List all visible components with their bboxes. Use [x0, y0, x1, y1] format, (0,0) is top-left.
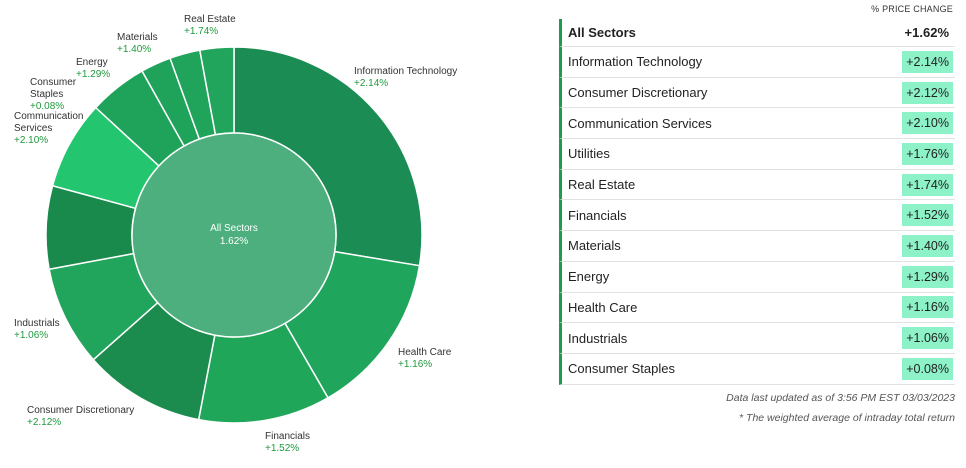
table-row[interactable]: Communication Services +2.10%: [559, 108, 955, 140]
table-row[interactable]: Real Estate +1.74%: [559, 169, 955, 201]
slice-label-information-technology: Information Technology +2.14%: [354, 66, 457, 89]
row-value: +1.52%: [902, 204, 953, 227]
svg-text:Consumer Discretionary: Consumer Discretionary: [27, 405, 134, 416]
row-value: +1.62%: [904, 24, 949, 40]
svg-text:+1.52%: +1.52%: [265, 443, 299, 454]
table-row[interactable]: Consumer Discretionary +2.12%: [559, 77, 955, 109]
slice-label-real-estate: Real Estate +1.74%: [184, 14, 236, 37]
sector-donut-chart: All Sectors 1.62% Information Technology…: [14, 14, 457, 454]
svg-text:+1.74%: +1.74%: [184, 26, 218, 37]
svg-text:Services: Services: [14, 123, 52, 134]
center-circle: [131, 132, 337, 338]
slice-label-communication-services: Communication Services +2.10%: [14, 111, 83, 146]
row-value: +1.16%: [902, 296, 953, 319]
table-rows: Information Technology +2.14% Consumer Dis…: [559, 47, 955, 385]
center-value: 1.62%: [220, 236, 248, 247]
svg-text:Information Technology: Information Technology: [354, 66, 457, 77]
svg-text:+1.06%: +1.06%: [14, 330, 48, 341]
table-row[interactable]: Information Technology +2.14%: [559, 47, 955, 78]
table-row-total[interactable]: All Sectors +1.62%: [559, 19, 955, 47]
svg-text:Materials: Materials: [117, 32, 158, 43]
slice-label-consumer-discretionary: Consumer Discretionary +2.12%: [27, 405, 134, 428]
row-name: Communication Services: [568, 115, 712, 131]
svg-text:Health Care: Health Care: [398, 347, 452, 358]
table-row[interactable]: Industrials +1.06%: [559, 323, 955, 354]
slice-label-materials: Materials +1.40%: [117, 32, 158, 55]
row-value: +1.29%: [902, 265, 953, 288]
table-row[interactable]: Utilities +1.76%: [559, 139, 955, 170]
row-value: +0.08%: [902, 357, 953, 380]
row-value: +1.06%: [902, 327, 953, 350]
row-name: Consumer Staples: [568, 361, 675, 377]
row-name: Utilities: [568, 146, 610, 162]
table-row[interactable]: Financials +1.52%: [559, 200, 955, 232]
slice-label-health-care: Health Care +1.16%: [398, 347, 452, 370]
svg-text:Communication: Communication: [14, 111, 83, 122]
row-name: Consumer Discretionary: [568, 85, 708, 101]
row-name: Energy: [568, 269, 610, 285]
svg-text:+1.29%: +1.29%: [76, 69, 110, 80]
svg-text:+2.14%: +2.14%: [354, 78, 388, 89]
row-name: Information Technology: [568, 54, 703, 70]
svg-text:Energy: Energy: [76, 57, 108, 68]
slice-label-energy: Energy +1.29%: [76, 57, 110, 80]
slice-label-consumer-staples: Consumer Staples +0.08%: [30, 77, 77, 112]
donut-slices: [45, 46, 423, 424]
footnote-updated: Data last updated as of 3:56 PM EST 03/0…: [726, 392, 955, 404]
svg-text:+2.12%: +2.12%: [27, 417, 61, 428]
row-value: +1.40%: [902, 234, 953, 257]
table-row[interactable]: Energy +1.29%: [559, 261, 955, 293]
svg-text:+2.10%: +2.10%: [14, 135, 48, 146]
svg-text:Industrials: Industrials: [14, 318, 60, 329]
row-name: Real Estate: [568, 177, 636, 193]
row-value: +2.10%: [902, 112, 953, 135]
row-name: All Sectors: [568, 25, 636, 40]
table-row[interactable]: Materials +1.40%: [559, 231, 955, 262]
table-row[interactable]: Health Care +1.16%: [559, 292, 955, 324]
row-value: +2.14%: [902, 50, 953, 73]
row-name: Health Care: [568, 299, 638, 315]
row-value: +2.12%: [902, 81, 953, 104]
slice-label-financials: Financials +1.52%: [265, 431, 310, 454]
row-value: +1.74%: [902, 173, 953, 196]
svg-text:+1.16%: +1.16%: [398, 359, 432, 370]
row-value: +1.76%: [902, 142, 953, 165]
slice-label-industrials: Industrials +1.06%: [14, 318, 60, 341]
footnote-weighted: * The weighted average of intraday total…: [739, 412, 955, 424]
svg-text:Consumer: Consumer: [30, 77, 77, 88]
svg-text:Real Estate: Real Estate: [184, 14, 236, 25]
table-row[interactable]: Consumer Staples +0.08%: [559, 353, 955, 385]
sector-table: % PRICE CHANGE All Sectors +1.62% Inform…: [559, 0, 955, 385]
svg-text:Financials: Financials: [265, 431, 310, 442]
svg-text:Staples: Staples: [30, 89, 63, 100]
row-name: Materials: [568, 238, 621, 254]
center-label: All Sectors: [210, 223, 258, 234]
svg-text:+1.40%: +1.40%: [117, 44, 151, 55]
svg-text:+0.08%: +0.08%: [30, 101, 64, 112]
table-header: % PRICE CHANGE: [871, 4, 953, 14]
row-name: Financials: [568, 207, 627, 223]
row-name: Industrials: [568, 330, 628, 346]
